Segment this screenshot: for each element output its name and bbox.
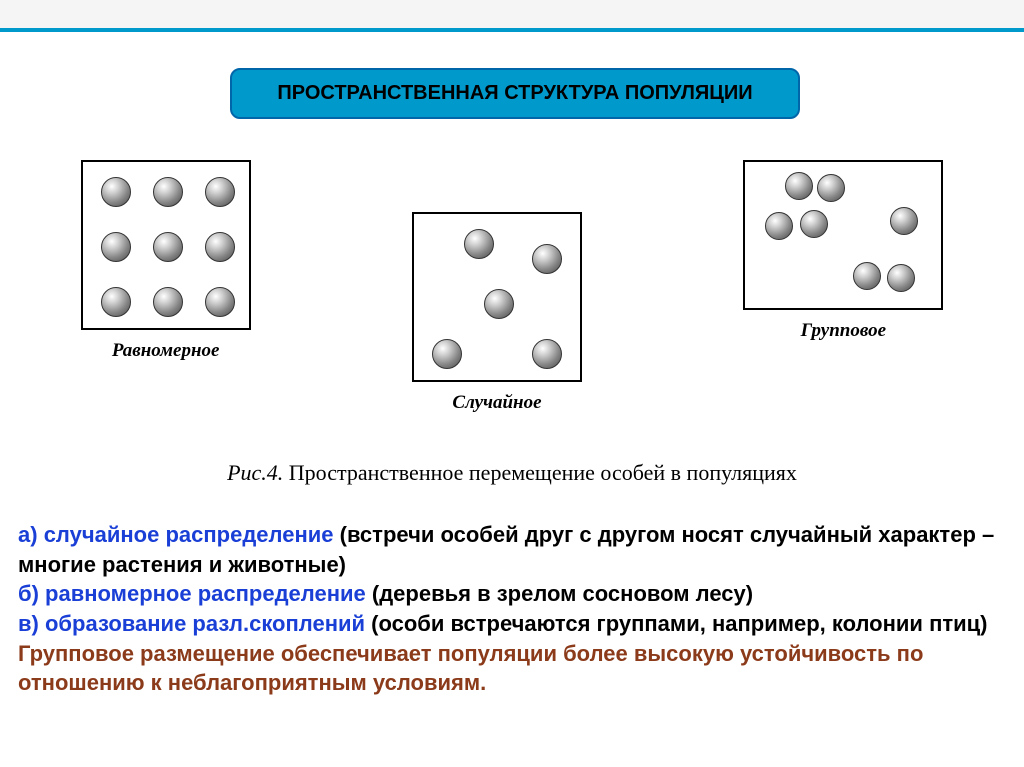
top-bar: [0, 0, 1024, 32]
description-block: а) случайное распределение (встречи особ…: [18, 520, 1006, 698]
diagrams-row: Равномерное Случайное Групповое: [0, 160, 1024, 414]
def-c-term: образование разл.скоплений: [45, 611, 365, 636]
label-random: Случайное: [452, 392, 541, 414]
box-uniform: [81, 160, 251, 330]
ball-icon: [817, 174, 845, 202]
diagram-group: Групповое: [743, 160, 943, 342]
box-group: [743, 160, 943, 310]
def-c: в) образование разл.скоплений (особи вст…: [18, 609, 1006, 698]
def-c-letter: в): [18, 611, 39, 636]
caption-text: Пространственное перемещение особей в по…: [289, 460, 797, 485]
figure-caption: Рис.4. Пространственное перемещение особ…: [0, 460, 1024, 486]
diagram-random: Случайное: [412, 160, 582, 414]
ball-icon: [785, 172, 813, 200]
def-a: а) случайное распределение (встречи особ…: [18, 520, 1006, 579]
ball-icon: [853, 262, 881, 290]
def-b-explain: (деревья в зрелом сосновом лесу): [372, 581, 753, 606]
ball-icon: [101, 232, 131, 262]
caption-prefix: Рис.4.: [227, 460, 283, 485]
def-c-note: Групповое размещение обеспечивает популя…: [18, 641, 923, 696]
def-c-explain: (особи встречаются группами, например, к…: [371, 611, 987, 636]
ball-icon: [205, 287, 235, 317]
ball-icon: [101, 177, 131, 207]
ball-icon: [464, 229, 494, 259]
diagram-uniform: Равномерное: [81, 160, 251, 362]
ball-icon: [153, 177, 183, 207]
ball-icon: [153, 287, 183, 317]
ball-icon: [153, 232, 183, 262]
ball-icon: [101, 287, 131, 317]
ball-icon: [887, 264, 915, 292]
def-a-term: случайное распределение: [44, 522, 334, 547]
def-b: б) равномерное распределение (деревья в …: [18, 579, 1006, 609]
ball-icon: [532, 244, 562, 274]
def-a-letter: а): [18, 522, 38, 547]
ball-icon: [205, 177, 235, 207]
ball-icon: [765, 212, 793, 240]
def-b-letter: б): [18, 581, 39, 606]
label-group: Групповое: [801, 320, 886, 342]
ball-icon: [432, 339, 462, 369]
box-random: [412, 212, 582, 382]
ball-icon: [532, 339, 562, 369]
ball-icon: [484, 289, 514, 319]
ball-icon: [800, 210, 828, 238]
ball-icon: [890, 207, 918, 235]
label-uniform: Равномерное: [112, 340, 220, 362]
page-title: ПРОСТРАНСТВЕННАЯ СТРУКТУРА ПОПУЛЯЦИИ: [230, 68, 800, 119]
def-b-term: равномерное распределение: [45, 581, 366, 606]
ball-icon: [205, 232, 235, 262]
